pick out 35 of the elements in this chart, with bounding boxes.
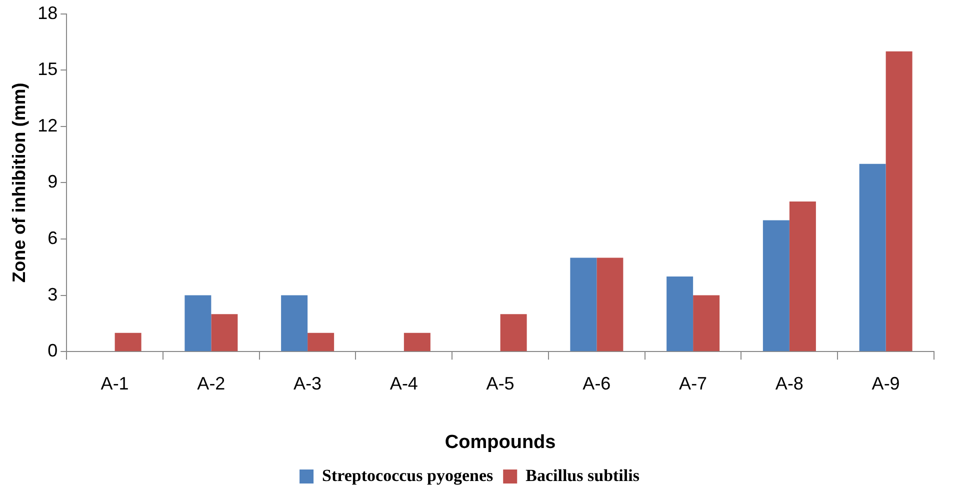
legend-label: Streptococcus pyogenes xyxy=(322,466,494,485)
x-tick-label: A-7 xyxy=(679,373,708,394)
x-tick-label: A-3 xyxy=(294,373,322,394)
y-tick-label: 15 xyxy=(38,59,58,80)
bar xyxy=(308,332,334,352)
x-axis-title: Compounds xyxy=(444,432,556,453)
bar xyxy=(596,258,624,352)
bar xyxy=(859,164,886,352)
x-tick-label: A-5 xyxy=(486,373,514,394)
bar xyxy=(570,258,597,352)
bar xyxy=(886,51,912,352)
bar xyxy=(762,220,790,352)
y-tick-label: 9 xyxy=(48,172,58,192)
bar xyxy=(693,295,720,352)
y-tick-label: 12 xyxy=(38,115,58,136)
x-tick-label: A-1 xyxy=(100,373,129,394)
bar xyxy=(184,295,212,352)
bar xyxy=(500,314,527,352)
x-tick-label: A-4 xyxy=(390,373,418,394)
x-tick-label: A-9 xyxy=(872,373,900,394)
x-tick-label: A-6 xyxy=(582,373,611,394)
x-tick-label: A-2 xyxy=(197,373,226,394)
y-tick-label: 0 xyxy=(48,340,58,361)
y-tick-label: 3 xyxy=(48,284,58,304)
y-tick-label: 18 xyxy=(38,2,58,23)
bar xyxy=(789,201,816,352)
bar xyxy=(666,276,694,352)
x-tick-label: A-8 xyxy=(775,373,804,394)
bar xyxy=(211,314,238,352)
bar xyxy=(114,332,142,352)
legend-label: Bacillus subtilis xyxy=(526,466,640,485)
y-axis-title: Zone of inhibition (mm) xyxy=(8,82,29,283)
bar xyxy=(281,295,308,352)
bar xyxy=(404,332,430,352)
y-tick-label: 6 xyxy=(48,228,58,248)
